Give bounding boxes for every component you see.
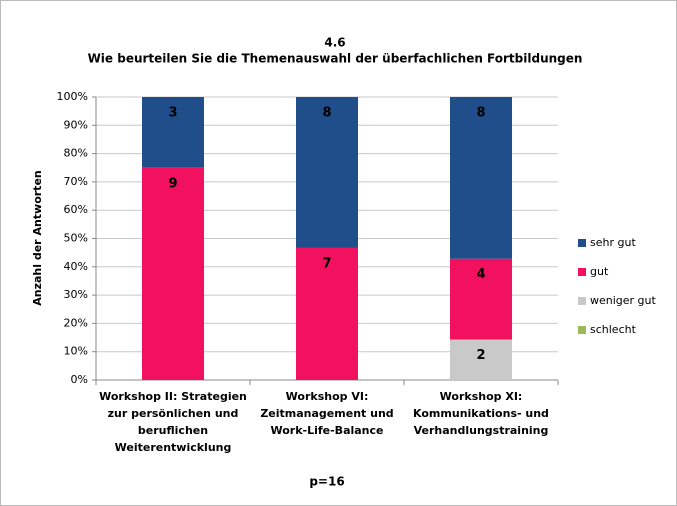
x-tick-label: Workshop II: Strategien zur persönlichen… [99,390,247,454]
bar-segment [142,97,204,168]
legend-label: sehr gut [590,236,636,249]
y-tick-label: 80% [64,147,88,160]
x-tick-label: Workshop VI: Zeitmanagement und Work-Lif… [260,390,394,437]
y-tick-label: 20% [64,316,88,329]
y-tick-label: 50% [64,232,88,245]
y-tick-label: 100% [57,90,88,103]
y-tick-label: 0% [71,373,88,386]
legend-swatch [578,326,586,334]
legend-swatch [578,268,586,276]
bar-segment [296,97,358,248]
legend-label: schlecht [590,323,637,336]
data-label: 3 [168,106,177,121]
legend-swatch [578,297,586,305]
bar-segment [296,247,358,380]
y-tick-label: 30% [64,288,88,301]
y-axis-label: Anzahl der Antworten [31,170,44,306]
y-tick-label: 90% [64,118,88,131]
chart-subtitle: Wie beurteilen Sie die Themenauswahl der… [88,52,583,66]
x-tick-label: Workshop XI: Kommunikations- und Verhand… [413,390,549,437]
data-label: 2 [476,348,485,363]
y-tick-label: 70% [64,175,88,188]
data-label: 4 [476,267,485,282]
bar-segment [142,167,204,380]
bar-segment [450,258,512,340]
data-label: 9 [168,176,177,191]
legend-swatch [578,239,586,247]
y-tick-label: 40% [64,260,88,273]
data-label: 8 [476,106,485,121]
bar-segment [450,97,512,259]
legend-label: weniger gut [590,294,657,307]
annotation: p=16 [309,475,344,489]
bar-segment [450,339,512,380]
y-tick-label: 10% [64,345,88,358]
y-tick-label: 60% [64,203,88,216]
data-label: 7 [322,256,331,271]
legend-label: gut [590,265,609,278]
chart-title: 4.6 [324,36,345,50]
data-label: 8 [322,106,331,121]
